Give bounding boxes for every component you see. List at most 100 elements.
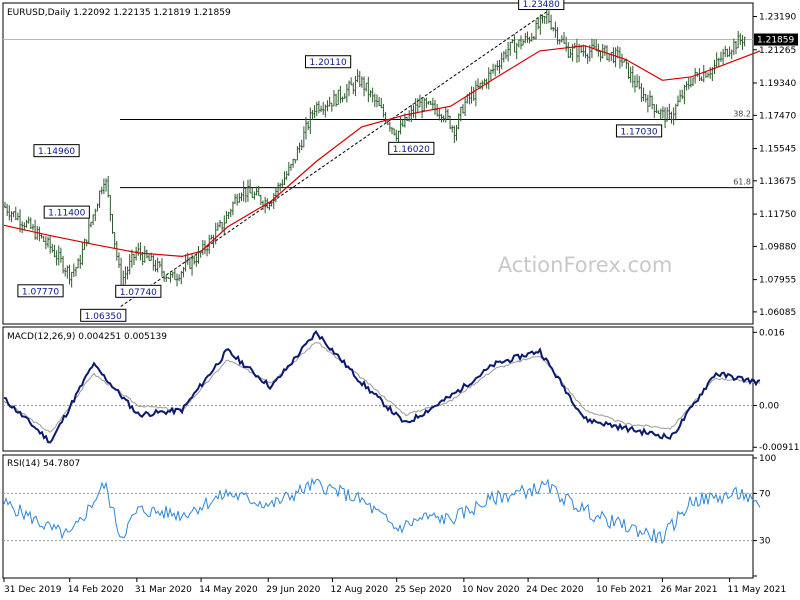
price-bar xyxy=(55,250,58,266)
price-bar xyxy=(257,185,260,197)
price-bar xyxy=(636,74,639,88)
price-annotation-box xyxy=(43,205,90,219)
price-bar xyxy=(139,242,142,261)
price-bar xyxy=(90,221,92,228)
price-bar xyxy=(406,116,409,122)
current-price-tag xyxy=(754,33,798,46)
rsi-axis-label: 70 xyxy=(759,489,771,499)
price-bar xyxy=(449,115,452,130)
price-bar xyxy=(513,34,516,53)
price-bar xyxy=(552,26,555,32)
macd-axis-label: 0.00 xyxy=(759,402,779,412)
price-bar xyxy=(603,45,606,56)
price-bar xyxy=(735,41,737,54)
price-bar xyxy=(418,94,421,108)
price-bar xyxy=(8,205,11,221)
price-bar xyxy=(47,236,49,248)
price-bar xyxy=(743,36,746,47)
price-bar xyxy=(29,217,32,229)
price-bar xyxy=(584,46,587,59)
price-bar xyxy=(130,249,133,268)
price-bar xyxy=(388,121,391,132)
price-bar xyxy=(483,78,486,85)
price-bar xyxy=(87,218,90,244)
price-bar xyxy=(689,77,692,88)
price-bar xyxy=(272,193,275,209)
price-bar xyxy=(337,89,340,106)
price-bar xyxy=(438,108,441,121)
price-bar xyxy=(664,107,667,129)
price-bar xyxy=(176,273,178,287)
price-bar xyxy=(94,208,97,222)
price-bar xyxy=(244,187,247,203)
price-bar xyxy=(569,48,572,58)
price-axis-label: 1.21265 xyxy=(759,46,796,56)
price-bar xyxy=(62,255,65,274)
price-bar xyxy=(659,108,662,120)
price-bar xyxy=(369,90,372,98)
price-bar xyxy=(565,36,568,52)
macd-signal-line xyxy=(3,341,761,433)
price-annotation-box xyxy=(17,284,64,298)
price-bar xyxy=(160,258,163,277)
time-axis-label: 31 Dec 2019 xyxy=(4,585,62,595)
price-bar xyxy=(332,90,335,107)
price-bar xyxy=(330,102,333,112)
price-bar xyxy=(360,76,363,88)
price-bar xyxy=(117,252,120,269)
price-bar xyxy=(384,111,387,124)
price-bar xyxy=(206,246,209,257)
price-bar xyxy=(348,80,350,97)
price-annotation-label: 1.20110 xyxy=(309,58,346,68)
price-bar xyxy=(365,82,368,92)
price-bar xyxy=(692,77,694,86)
price-bar xyxy=(676,95,679,107)
price-bar xyxy=(105,178,108,192)
price-bar xyxy=(416,98,419,113)
price-bar xyxy=(672,107,675,126)
price-bar xyxy=(382,103,385,118)
price-bar xyxy=(455,124,458,141)
price-bar xyxy=(421,97,424,119)
price-bar xyxy=(741,34,744,50)
price-bar xyxy=(653,104,656,118)
price-annotation-label: 1.23480 xyxy=(523,0,560,10)
price-bar xyxy=(395,129,398,141)
price-bar xyxy=(238,192,241,203)
price-bar xyxy=(363,76,366,97)
price-bar xyxy=(6,203,9,217)
price-bar xyxy=(444,107,447,123)
price-bar xyxy=(719,51,722,62)
price-bar xyxy=(393,128,396,136)
price-bar xyxy=(38,226,41,242)
price-bar xyxy=(298,142,301,153)
price-bar xyxy=(646,94,649,113)
price-bar xyxy=(70,271,73,288)
price-bar xyxy=(629,66,632,83)
price-bar xyxy=(681,89,684,100)
price-bar xyxy=(223,215,226,235)
price-bar xyxy=(309,107,312,135)
price-bar xyxy=(539,14,542,35)
price-bar xyxy=(528,36,531,44)
price-bar xyxy=(679,89,682,103)
price-bar xyxy=(287,161,290,176)
price-bar xyxy=(657,110,660,114)
price-bar xyxy=(567,42,570,59)
price-bar xyxy=(500,52,503,70)
price-bar xyxy=(535,20,538,40)
price-bar xyxy=(517,39,520,48)
price-bar xyxy=(242,180,245,202)
price-bar xyxy=(225,211,228,224)
price-bar xyxy=(240,192,243,202)
price-bar xyxy=(72,263,75,278)
price-bar xyxy=(184,254,187,272)
price-bar xyxy=(143,245,146,263)
price-bar xyxy=(504,49,507,60)
price-bar xyxy=(356,69,359,83)
price-bar xyxy=(96,203,99,212)
time-axis-label: 11 May 2021 xyxy=(728,585,787,595)
price-bar xyxy=(178,274,181,282)
price-bar xyxy=(674,103,677,121)
price-bar xyxy=(350,77,353,86)
